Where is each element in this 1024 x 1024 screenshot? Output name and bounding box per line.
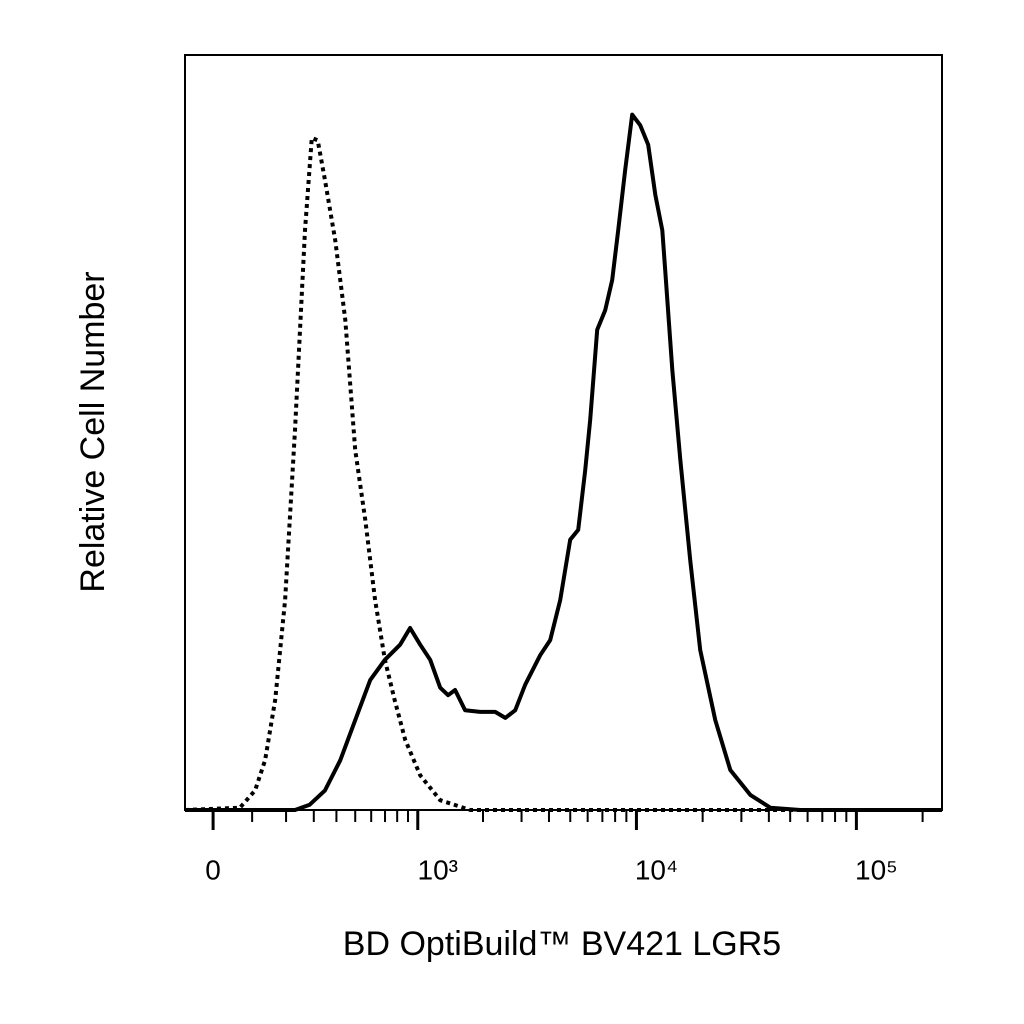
plot-frame: [184, 54, 943, 811]
x-tick-label: 10⁵: [855, 854, 898, 885]
x-tick-label: 0: [205, 854, 221, 885]
y-axis-label: Relative Cell Number: [74, 271, 112, 592]
x-axis-label: BD OptiBuild™ BV421 LGR5: [343, 925, 781, 963]
x-tick-label: 10³: [418, 854, 458, 885]
x-tick-label: 10⁴: [635, 854, 678, 885]
histogram-line: [184, 136, 942, 812]
histogram-line: [185, 112, 942, 812]
